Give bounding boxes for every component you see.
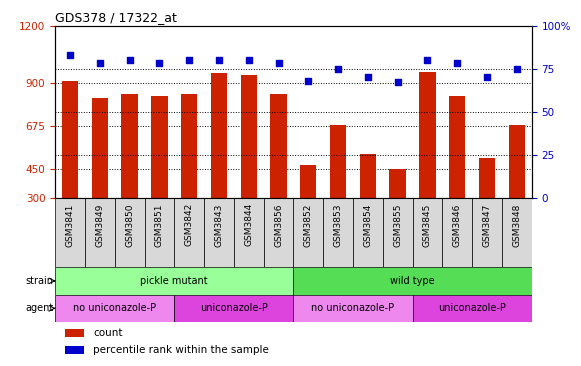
Bar (145, 198, 174, 267)
Text: GSM3852: GSM3852 (304, 203, 313, 247)
Bar (300, 165, 317, 198)
Text: GSM3841: GSM3841 (66, 203, 74, 247)
Point (155, 60, 164, 66)
Bar (360, 154, 376, 198)
Point (453, 60, 462, 66)
Bar (293, 267, 532, 295)
Bar (174, 198, 204, 267)
Text: agent: agent (26, 303, 53, 313)
Bar (508, 125, 525, 198)
Bar (174, 295, 293, 322)
Text: GSM3856: GSM3856 (274, 203, 283, 247)
Bar (472, 198, 502, 267)
Point (304, 78, 313, 83)
Text: GSM3854: GSM3854 (363, 203, 372, 247)
Bar (270, 94, 286, 198)
Bar (383, 198, 413, 267)
Text: GSM3846: GSM3846 (453, 203, 462, 247)
Text: GDS378 / 17322_at: GDS378 / 17322_at (55, 11, 177, 25)
Point (125, 57, 134, 63)
Point (393, 79, 402, 85)
Point (512, 66, 521, 71)
Text: no uniconazole-P: no uniconazole-P (73, 303, 156, 313)
Bar (204, 198, 234, 267)
Point (423, 57, 432, 63)
Text: percentile rank within the sample: percentile rank within the sample (94, 345, 269, 355)
Bar (353, 198, 383, 267)
Text: GSM3850: GSM3850 (125, 203, 134, 247)
Text: GSM3851: GSM3851 (155, 203, 164, 247)
Text: GSM3849: GSM3849 (95, 203, 105, 247)
Point (95, 60, 105, 66)
Bar (64, 329, 84, 337)
Text: no uniconazole-P: no uniconazole-P (311, 303, 394, 313)
Bar (85, 198, 115, 267)
Bar (264, 198, 293, 267)
Bar (234, 198, 264, 267)
Text: wild type: wild type (390, 276, 435, 286)
Bar (181, 94, 198, 198)
Point (333, 66, 343, 71)
Point (185, 57, 194, 63)
Point (482, 74, 492, 80)
Bar (449, 96, 465, 198)
Bar (389, 169, 406, 198)
Text: GSM3853: GSM3853 (333, 203, 343, 247)
Bar (293, 295, 413, 322)
Text: uniconazole-P: uniconazole-P (438, 303, 506, 313)
Text: GSM3842: GSM3842 (185, 203, 193, 246)
Bar (55, 267, 293, 295)
Text: GSM3845: GSM3845 (423, 203, 432, 247)
Point (244, 57, 253, 63)
Point (274, 60, 283, 66)
Text: count: count (94, 328, 123, 339)
Bar (121, 94, 138, 198)
Point (214, 57, 224, 63)
Bar (115, 198, 145, 267)
Bar (502, 198, 532, 267)
Bar (323, 198, 353, 267)
Bar (92, 98, 108, 198)
Bar (151, 96, 167, 198)
Point (66, 52, 75, 58)
Text: GSM3848: GSM3848 (512, 203, 521, 247)
Bar (413, 295, 532, 322)
Bar (55, 295, 174, 322)
Bar (479, 157, 495, 198)
Bar (419, 72, 436, 198)
Bar (293, 198, 323, 267)
Bar (413, 198, 442, 267)
Text: GSM3843: GSM3843 (214, 203, 224, 247)
Bar (241, 75, 257, 198)
Text: GSM3855: GSM3855 (393, 203, 402, 247)
Text: GSM3844: GSM3844 (244, 203, 253, 246)
Bar (64, 346, 84, 354)
Bar (55, 198, 85, 267)
Text: strain: strain (26, 276, 53, 286)
Text: GSM3847: GSM3847 (482, 203, 492, 247)
Bar (211, 74, 227, 198)
Bar (442, 198, 472, 267)
Bar (330, 125, 346, 198)
Point (363, 74, 372, 80)
Bar (62, 81, 78, 198)
Text: uniconazole-P: uniconazole-P (200, 303, 268, 313)
Text: pickle mutant: pickle mutant (141, 276, 208, 286)
